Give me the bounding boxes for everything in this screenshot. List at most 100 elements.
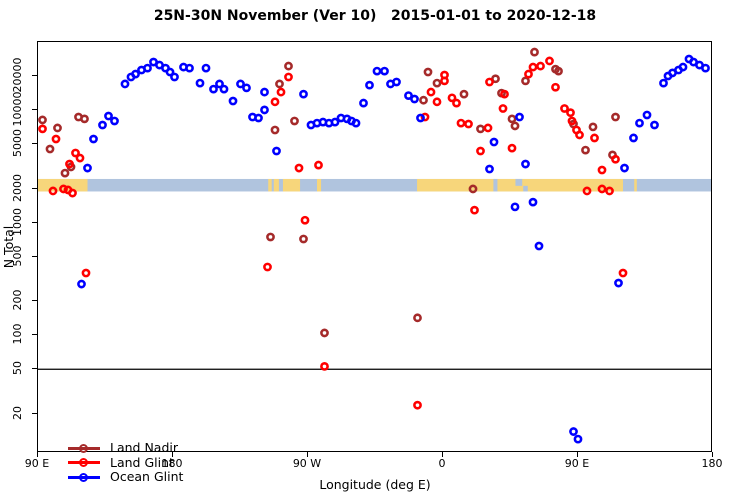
- y-tick-mark: [32, 334, 37, 336]
- data-point-ocean-glint: [359, 98, 368, 108]
- data-point-land-nadir: [530, 47, 539, 57]
- data-point-ocean-glint: [521, 159, 530, 169]
- data-point-land-nadir: [554, 66, 563, 76]
- data-point-land-nadir: [290, 116, 299, 126]
- data-point-ocean-glint: [195, 78, 205, 88]
- data-point-land-glint: [464, 119, 473, 129]
- x-tick-mark: [37, 452, 38, 457]
- plot-canvas: [38, 47, 711, 444]
- data-point-ocean-glint: [659, 78, 668, 88]
- legend: Land Nadir Land Glint Ocean Glint: [68, 441, 183, 485]
- legend-item-ocean-glint: Ocean Glint: [68, 470, 183, 485]
- data-point-land-glint: [545, 56, 554, 66]
- data-point-land-nadir: [588, 122, 598, 132]
- data-point-ocean-glint: [185, 63, 194, 73]
- data-point-ocean-glint: [83, 163, 92, 173]
- data-point-land-nadir: [60, 168, 70, 178]
- y-tick-label: 50: [11, 361, 24, 376]
- data-point-land-glint: [320, 361, 329, 371]
- x-axis-label: Longitude (deg E): [319, 477, 431, 492]
- data-point-ocean-glint: [89, 134, 98, 144]
- y-tick-mark: [32, 300, 37, 302]
- y-tick-mark: [32, 187, 37, 189]
- data-point-land-nadir: [53, 123, 62, 133]
- data-point-land-glint: [582, 186, 592, 196]
- data-point-ocean-glint: [143, 63, 152, 73]
- data-point-land-glint: [551, 82, 560, 92]
- data-point-ocean-glint: [272, 146, 281, 156]
- y-tick-mark: [32, 221, 37, 223]
- data-point-land-glint: [284, 72, 293, 82]
- data-point-land-nadir: [80, 114, 89, 124]
- data-point-land-glint: [470, 205, 479, 215]
- data-point-land-glint: [48, 186, 58, 196]
- y-tick-mark: [32, 142, 37, 144]
- data-point-ocean-glint: [650, 120, 659, 130]
- data-point-ocean-glint: [219, 84, 229, 94]
- data-point-land-glint: [456, 118, 466, 128]
- data-point-land-nadir: [432, 78, 442, 88]
- x-tick-label: 90 E: [564, 457, 590, 470]
- data-point-land-nadir: [611, 112, 620, 122]
- x-tick-label: 180: [161, 457, 183, 470]
- land-nadir-marker-icon: [68, 443, 100, 453]
- legend-label: Land Nadir: [110, 440, 179, 456]
- data-point-land-nadir: [419, 95, 428, 105]
- map-band-land: [268, 178, 272, 192]
- data-point-ocean-glint: [380, 66, 389, 76]
- x-tick-label: 180: [701, 457, 723, 470]
- data-point-land-glint: [567, 116, 577, 126]
- data-point-land-nadir: [423, 67, 433, 77]
- map-band-land: [282, 178, 301, 192]
- data-point-ocean-glint: [642, 110, 652, 120]
- data-point-ocean-glint: [510, 202, 520, 212]
- x-tick-mark: [442, 452, 443, 457]
- data-point-ocean-glint: [110, 116, 119, 126]
- x-tick-label: 90 E: [24, 457, 50, 470]
- data-point-ocean-glint: [98, 120, 107, 130]
- data-point-ocean-glint: [254, 113, 263, 123]
- legend-label: Land Glint: [110, 454, 174, 470]
- data-point-ocean-glint: [515, 112, 524, 122]
- data-point-land-glint: [65, 159, 74, 169]
- data-point-land-glint: [611, 154, 620, 164]
- data-point-land-glint: [498, 104, 508, 113]
- x-tick-label: 90 W: [292, 457, 322, 470]
- data-point-land-nadir: [507, 114, 517, 124]
- x-tick-mark: [712, 452, 713, 457]
- x-tick-mark: [577, 452, 578, 457]
- legend-item-land-nadir: Land Nadir: [68, 441, 183, 456]
- data-point-ocean-glint: [629, 133, 638, 143]
- y-tick-label: 20: [11, 406, 24, 421]
- data-point-ocean-glint: [372, 66, 382, 76]
- data-point-land-nadir: [459, 89, 469, 99]
- data-point-land-nadir: [45, 144, 55, 154]
- chart-title: 25N-30N November (Ver 10) 2015-01-01 to …: [153, 8, 597, 24]
- data-point-land-nadir: [266, 232, 275, 242]
- ocean-glint-marker-icon: [68, 472, 100, 482]
- data-point-land-nadir: [521, 76, 530, 86]
- data-point-ocean-glint: [534, 241, 544, 251]
- map-band-ocean-cutout: [515, 178, 523, 186]
- y-tick-mark: [32, 108, 37, 110]
- data-point-ocean-glint: [299, 89, 308, 99]
- data-point-land-glint: [68, 188, 77, 198]
- data-point-land-glint: [59, 184, 68, 194]
- land-glint-marker-icon: [68, 458, 100, 468]
- y-tick-mark: [32, 74, 37, 76]
- data-point-ocean-glint: [170, 72, 179, 82]
- y-tick-mark: [32, 255, 37, 257]
- data-point-land-nadir: [468, 184, 478, 194]
- data-point-land-glint: [314, 160, 323, 170]
- data-point-ocean-glint: [104, 111, 113, 121]
- data-point-ocean-glint: [416, 113, 425, 123]
- x-tick-mark: [172, 452, 173, 457]
- data-point-ocean-glint: [131, 69, 140, 79]
- data-point-land-glint: [51, 134, 61, 144]
- data-point-ocean-glint: [351, 118, 361, 128]
- data-point-land-glint: [276, 87, 286, 97]
- data-point-land-nadir: [510, 121, 520, 131]
- data-point-land-glint: [476, 146, 485, 156]
- map-band-land: [317, 178, 322, 192]
